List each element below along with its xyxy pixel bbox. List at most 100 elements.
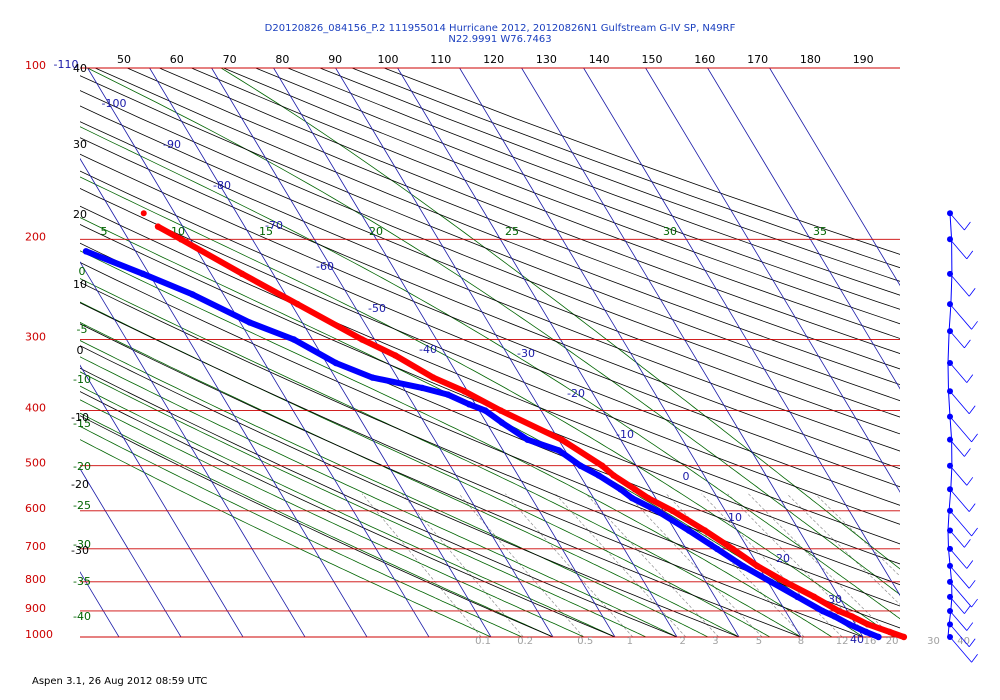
wind-barb [949,581,972,608]
series-point-temperature [753,562,761,570]
moist-adiabat [80,385,616,638]
wind-barb [949,610,968,631]
top-theta-tick: 90 [328,53,342,66]
series-point-temperature [610,472,617,479]
series-point-temperature [810,593,818,600]
mixing-ratio-label: 0.5 [577,636,593,647]
pressure-tick-label: 400 [25,402,46,415]
isotherm-label: -40 [419,343,437,356]
moist-adiabat-label: -15 [73,417,91,430]
series-point-temperature [848,613,856,620]
wind-barb [949,439,965,457]
sounding-series [82,210,908,641]
isotherm-label: -90 [163,138,181,151]
mixing-ratio-label: 3 [712,636,718,647]
dry-adiabat [223,68,900,325]
top-theta-tick: 120 [483,53,504,66]
moist-adiabat-label: -5 [77,323,88,336]
dry-adiabat [80,137,900,470]
series-point-dewpoint [875,633,882,641]
temperature-fragment-point [140,210,147,217]
pressure-tick-label: 300 [25,330,46,343]
wind-barb [949,624,970,647]
isotherm [80,261,306,638]
moist-adiabat-top-label: 35 [813,225,827,238]
series-point-dewpoint [819,607,826,615]
isotherm-label: 30 [828,593,842,606]
dry-adiabat [80,188,900,525]
dry-adiabat-label: -10 [71,411,89,424]
series-point-dewpoint [577,462,584,469]
top-theta-tick: 190 [853,53,874,66]
isotherm [521,68,864,638]
moist-adiabat [87,68,900,596]
mixing-ratio-line [585,493,719,638]
mixing-ratio-label: 16 [864,636,877,647]
dry-adiabat [94,68,900,386]
wind-barb [949,510,972,537]
dry-adiabat [80,153,900,488]
moist-adiabat-label: -40 [73,610,91,623]
isotherm [80,467,182,638]
moist-adiabat [80,176,895,638]
pressure-tick-label: 700 [25,540,46,553]
dry-adiabat [80,224,900,565]
top-theta-tick: 170 [747,53,768,66]
isotherm [645,68,900,493]
dry-adiabat [191,68,900,339]
series-point-dewpoint [555,447,563,454]
moist-adiabat [80,340,709,638]
moist-adiabat-label: -10 [73,373,91,386]
series-point-temperature [598,462,606,469]
mixing-ratio-label: 0.2 [517,636,533,647]
wind-barb [949,303,972,330]
moist-adiabat-top-label: 20 [369,225,383,238]
moist-adiabat [80,301,771,638]
series-point-dewpoint [767,578,775,586]
series-point-temperature [782,578,789,586]
series-point-dewpoint [498,419,506,426]
dry-adiabat [80,367,678,638]
mixing-ratio-label: 5 [756,636,762,647]
dry-adiabat [80,415,554,638]
dry-adiabat [80,242,900,586]
dry-adiabat [80,121,900,452]
chart-subtitle: N22.9991 W76.7463 [448,34,552,45]
top-theta-tick: 100 [378,53,399,66]
mixing-ratio-line [361,493,482,638]
mixing-ratio-line [626,493,763,638]
dry-adiabat [127,68,900,370]
isotherm [273,68,616,638]
moist-adiabat-label: 0 [79,265,86,278]
dry-adiabat [80,345,740,638]
top-theta-tick: 150 [642,53,663,66]
top-theta-tick: 70 [223,53,237,66]
wind-barb-feather [968,638,976,647]
series-point-dewpoint [246,319,253,326]
dry-adiabat [80,90,900,418]
dry-adiabat [80,170,900,506]
series-point-dewpoint [628,494,636,502]
mixing-ratio-label: 20 [886,636,899,647]
wind-barb-feather [964,539,971,548]
mixing-ratio-line [458,493,584,638]
wind-barb [949,596,965,614]
mixing-ratio-label: 0.1 [475,636,491,647]
top-theta-tick: 180 [800,53,821,66]
isotherm [459,68,802,638]
series-point-dewpoint [482,407,489,414]
series-point-dewpoint [595,472,602,479]
wind-barb-feather [966,250,974,260]
series-point-temperature [238,270,246,277]
moist-adiabat [80,126,900,620]
wind-barb-feather [964,448,971,457]
moist-adiabat [220,68,900,570]
mixing-ratio-line [786,493,900,605]
series-point-temperature [886,628,893,636]
mixing-ratio-line [554,493,687,638]
dry-adiabat-label: 40 [73,62,87,75]
dry-adiabat [80,262,900,607]
top-theta-tick: 60 [170,53,184,66]
isotherm-label: -100 [102,97,127,110]
wind-barb [949,273,970,297]
